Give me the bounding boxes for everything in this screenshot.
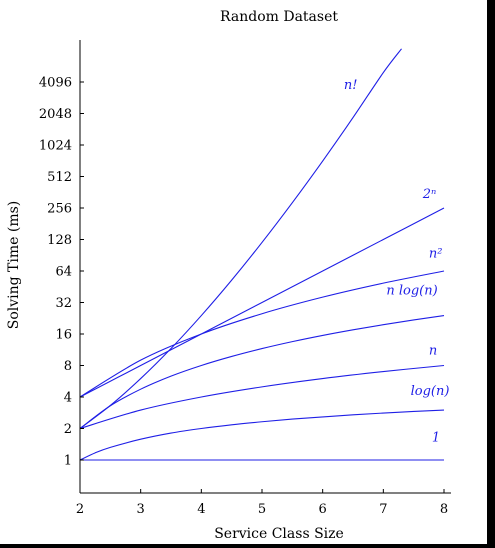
x-tick-label: 2 bbox=[76, 502, 84, 517]
series-line bbox=[80, 364, 445, 430]
y-tick-label: 4096 bbox=[39, 76, 72, 91]
series-line bbox=[80, 270, 445, 398]
series-label: n bbox=[429, 343, 437, 358]
y-axis-title: Solving Time (ms) bbox=[6, 201, 22, 330]
series-label: n log(n) bbox=[386, 284, 437, 299]
x-tick-label: 6 bbox=[319, 502, 327, 517]
series-label: log(n) bbox=[411, 384, 450, 399]
y-tick-label: 4 bbox=[64, 391, 72, 406]
series-line bbox=[80, 315, 445, 429]
series-line bbox=[80, 48, 402, 429]
series-label: n! bbox=[344, 78, 358, 93]
y-tick-label: 8 bbox=[64, 359, 72, 374]
chart-title: Random Dataset bbox=[220, 9, 338, 25]
y-tick-label: 256 bbox=[47, 202, 72, 217]
y-tick-label: 1024 bbox=[39, 139, 72, 154]
chart-frame: Random Dataset 1 log(n) n n log(n) n² 2ⁿ n! 2 3… bbox=[0, 0, 487, 544]
y-tick-label: 32 bbox=[55, 296, 72, 311]
series-label: 2ⁿ bbox=[422, 187, 437, 202]
chart-svg: Random Dataset 1 log(n) n n log(n) n² 2ⁿ n! 2 3… bbox=[6, 9, 451, 542]
y-tick-label: 16 bbox=[55, 328, 72, 343]
series-line bbox=[80, 207, 445, 398]
x-tick-label: 4 bbox=[197, 502, 205, 517]
series-line bbox=[80, 409, 445, 461]
x-tick-label: 8 bbox=[440, 502, 448, 517]
y-tick-label: 64 bbox=[55, 265, 72, 280]
y-tick-label: 1 bbox=[64, 454, 72, 469]
x-tick-label: 3 bbox=[137, 502, 145, 517]
series-label: n² bbox=[429, 247, 443, 262]
y-tick-label: 512 bbox=[47, 170, 72, 185]
x-tick-label: 7 bbox=[379, 502, 387, 517]
y-tick-label: 2048 bbox=[39, 107, 72, 122]
x-axis-title: Service Class Size bbox=[214, 526, 344, 542]
y-tick-label: 2 bbox=[64, 422, 72, 437]
y-tick-label: 128 bbox=[47, 233, 72, 248]
x-tick-label: 5 bbox=[258, 502, 266, 517]
series-label: 1 bbox=[432, 431, 440, 446]
